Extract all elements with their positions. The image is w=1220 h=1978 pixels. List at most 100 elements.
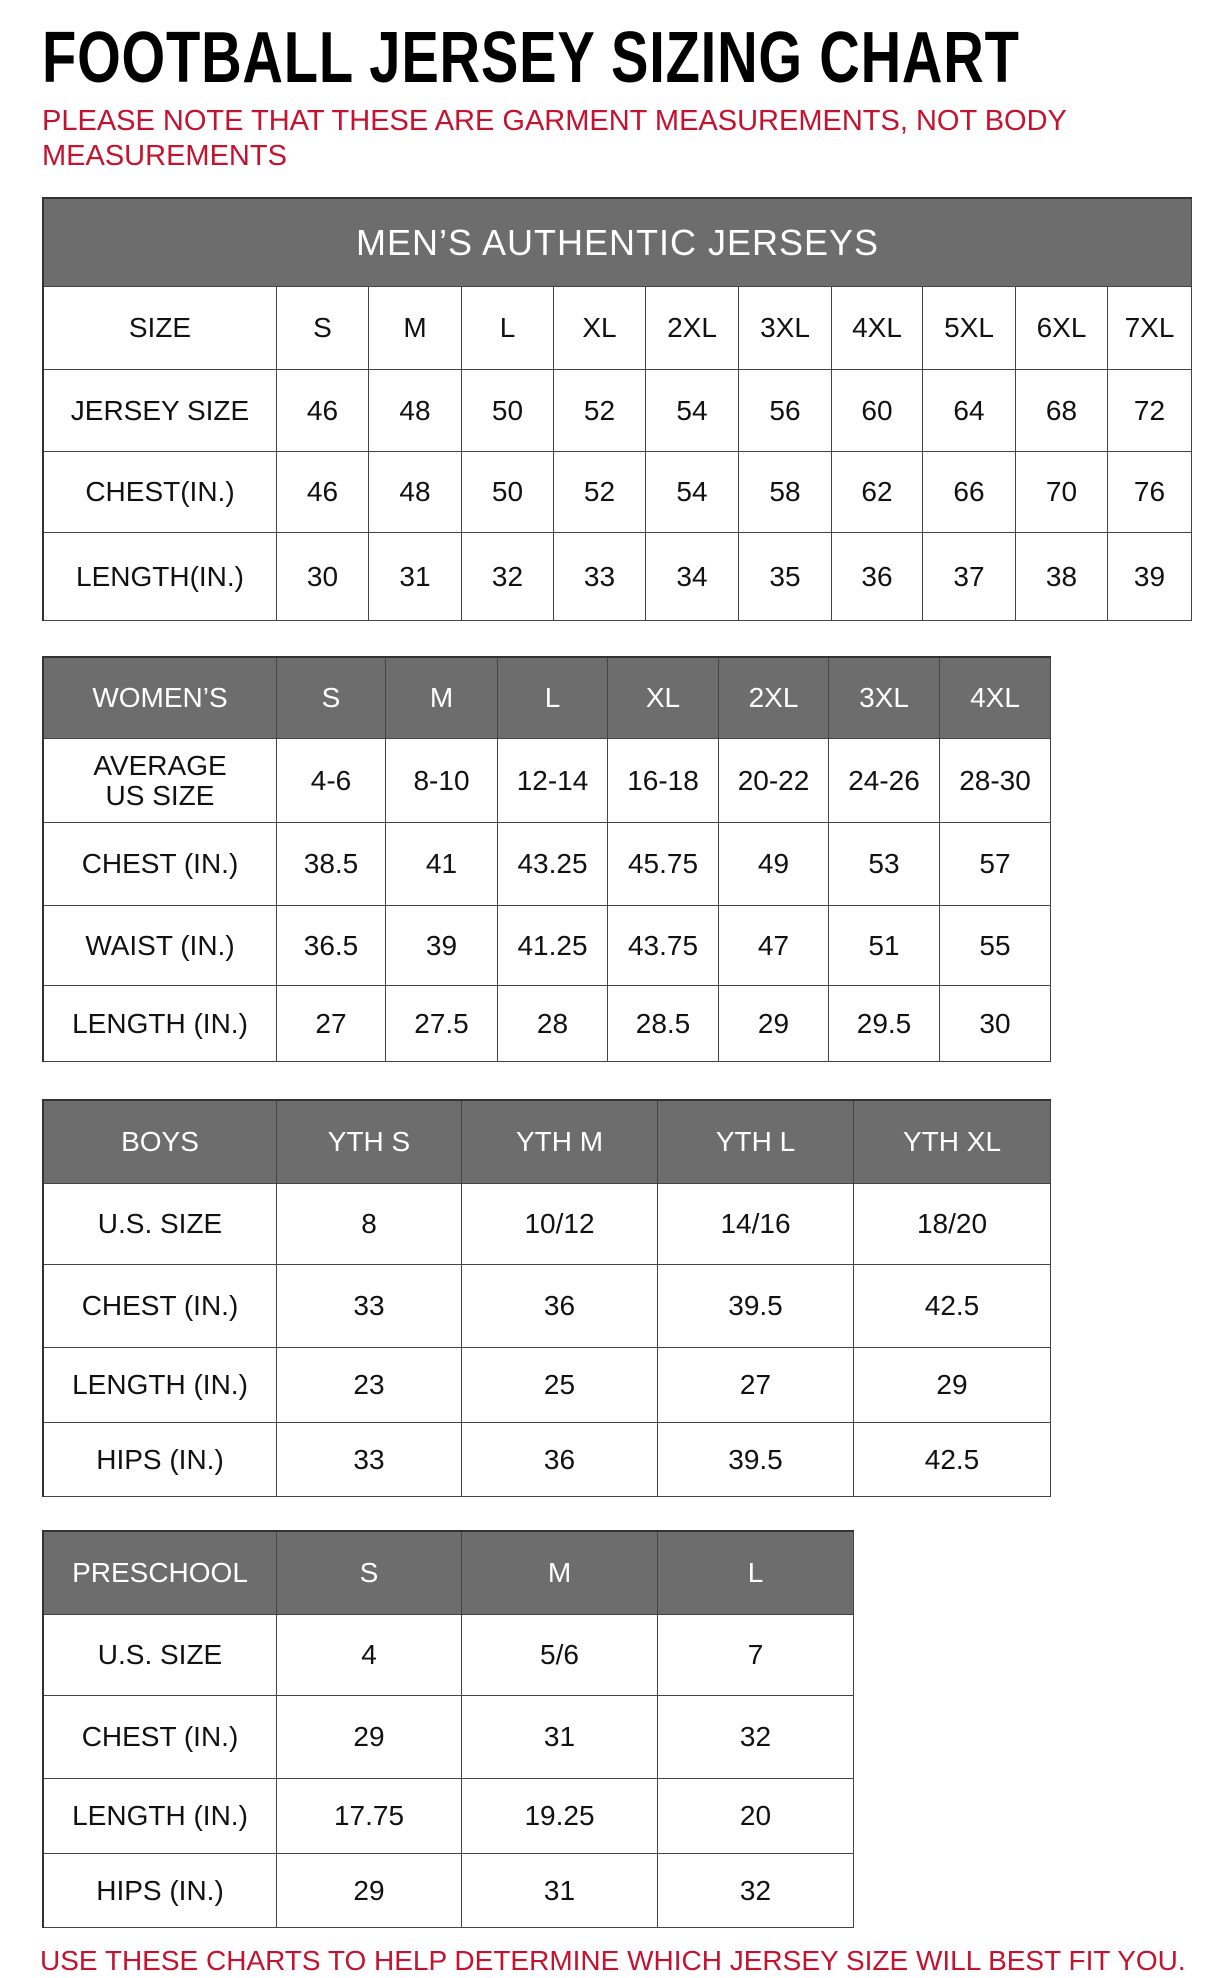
table-cell: 41 — [386, 823, 498, 906]
table-cell: 28 — [498, 986, 608, 1062]
table-cell: 64 — [923, 370, 1016, 452]
column-header: XL — [554, 287, 646, 370]
column-header: YTH XL — [854, 1101, 1051, 1184]
row-label: CHEST(IN.) — [44, 452, 277, 533]
table-cell: 8-10 — [386, 739, 498, 823]
table-cell: 41.25 — [498, 906, 608, 986]
table-header-label: SIZE — [44, 287, 277, 370]
table-cell: 27.5 — [386, 986, 498, 1062]
table-cell: 12-14 — [498, 739, 608, 823]
table-cell: 43.75 — [608, 906, 719, 986]
table-cell: 36 — [462, 1423, 658, 1497]
row-label: AVERAGE US SIZE — [44, 739, 277, 823]
table-cell: 28-30 — [940, 739, 1051, 823]
table-cell: 53 — [829, 823, 940, 906]
column-header: 2XL — [646, 287, 739, 370]
row-label: U.S. SIZE — [44, 1615, 277, 1696]
table-cell: 31 — [462, 1854, 658, 1928]
table-cell: 30 — [277, 533, 369, 621]
table-cell: 47 — [719, 906, 829, 986]
table-cell: 32 — [658, 1696, 854, 1779]
row-label: CHEST (IN.) — [44, 1696, 277, 1779]
table-cell: 46 — [277, 370, 369, 452]
table-cell: 32 — [658, 1854, 854, 1928]
table-cell: 8 — [277, 1184, 462, 1265]
column-header: 3XL — [829, 658, 940, 739]
womens-size-table: WOMEN’S S M L XL 2XL 3XL 4XL AVERAGE US SIZE 4-6 8… — [42, 656, 1051, 1062]
table-cell: 14/16 — [658, 1184, 854, 1265]
table-cell: 16-18 — [608, 739, 719, 823]
table-cell: 43.25 — [498, 823, 608, 906]
table-cell: 49 — [719, 823, 829, 906]
column-header: YTH S — [277, 1101, 462, 1184]
table-cell: 33 — [554, 533, 646, 621]
row-label: U.S. SIZE — [44, 1184, 277, 1265]
table-cell: 42.5 — [854, 1265, 1051, 1348]
table-cell: 38 — [1016, 533, 1108, 621]
table-cell: 68 — [1016, 370, 1108, 452]
table-cell: 27 — [277, 986, 386, 1062]
table-cell: 20 — [658, 1779, 854, 1854]
table-cell: 54 — [646, 370, 739, 452]
table-cell: 46 — [277, 452, 369, 533]
row-label: LENGTH (IN.) — [44, 1779, 277, 1854]
table-cell: 32 — [462, 533, 554, 621]
table-cell: 18/20 — [854, 1184, 1051, 1265]
table-cell: 29 — [719, 986, 829, 1062]
table-cell: 31 — [462, 1696, 658, 1779]
table-cell: 48 — [369, 370, 462, 452]
column-header: S — [277, 658, 386, 739]
table-cell: 29.5 — [829, 986, 940, 1062]
table-cell: 37 — [923, 533, 1016, 621]
table-cell: 50 — [462, 452, 554, 533]
table-header-label: PRESCHOOL — [44, 1532, 277, 1615]
column-header: 4XL — [832, 287, 923, 370]
table-cell: 4 — [277, 1615, 462, 1696]
table-cell: 29 — [277, 1854, 462, 1928]
table-cell: 70 — [1016, 452, 1108, 533]
table-cell: 31 — [369, 533, 462, 621]
table-cell: 52 — [554, 370, 646, 452]
column-header: L — [462, 287, 554, 370]
column-header: 3XL — [739, 287, 832, 370]
preschool-size-table: PRESCHOOL S M L U.S. SIZE 4 5/6 7 CHEST (IN.) 29 3… — [42, 1530, 854, 1928]
row-label: JERSEY SIZE — [44, 370, 277, 452]
table-cell: 30 — [940, 986, 1051, 1062]
column-header: 2XL — [719, 658, 829, 739]
table-cell: 20-22 — [719, 739, 829, 823]
measurement-note: PLEASE NOTE THAT THESE ARE GARMENT MEASU… — [42, 105, 1067, 172]
row-label: CHEST (IN.) — [44, 823, 277, 906]
column-header: M — [386, 658, 498, 739]
table-cell: 27 — [658, 1348, 854, 1423]
table-cell: 56 — [739, 370, 832, 452]
column-header: 7XL — [1108, 287, 1192, 370]
table-cell: 36.5 — [277, 906, 386, 986]
table-cell: 5/6 — [462, 1615, 658, 1696]
table-title: MEN’S AUTHENTIC JERSEYS — [44, 199, 1192, 287]
table-cell: 28.5 — [608, 986, 719, 1062]
column-header: M — [369, 287, 462, 370]
table-cell: 54 — [646, 452, 739, 533]
table-cell: 50 — [462, 370, 554, 452]
column-header: 5XL — [923, 287, 1016, 370]
table-cell: 60 — [832, 370, 923, 452]
table-cell: 72 — [1108, 370, 1192, 452]
table-cell: 4-6 — [277, 739, 386, 823]
column-header: 6XL — [1016, 287, 1108, 370]
row-label: LENGTH (IN.) — [44, 1348, 277, 1423]
table-cell: 24-26 — [829, 739, 940, 823]
table-cell: 76 — [1108, 452, 1192, 533]
table-cell: 36 — [832, 533, 923, 621]
table-cell: 52 — [554, 452, 646, 533]
table-cell: 29 — [277, 1696, 462, 1779]
row-label: LENGTH(IN.) — [44, 533, 277, 621]
table-cell: 42.5 — [854, 1423, 1051, 1497]
column-header: YTH L — [658, 1101, 854, 1184]
row-label: HIPS (IN.) — [44, 1854, 277, 1928]
row-label: CHEST (IN.) — [44, 1265, 277, 1348]
table-cell: 51 — [829, 906, 940, 986]
column-header: 4XL — [940, 658, 1051, 739]
table-cell: 36 — [462, 1265, 658, 1348]
table-cell: 66 — [923, 452, 1016, 533]
row-label: HIPS (IN.) — [44, 1423, 277, 1497]
